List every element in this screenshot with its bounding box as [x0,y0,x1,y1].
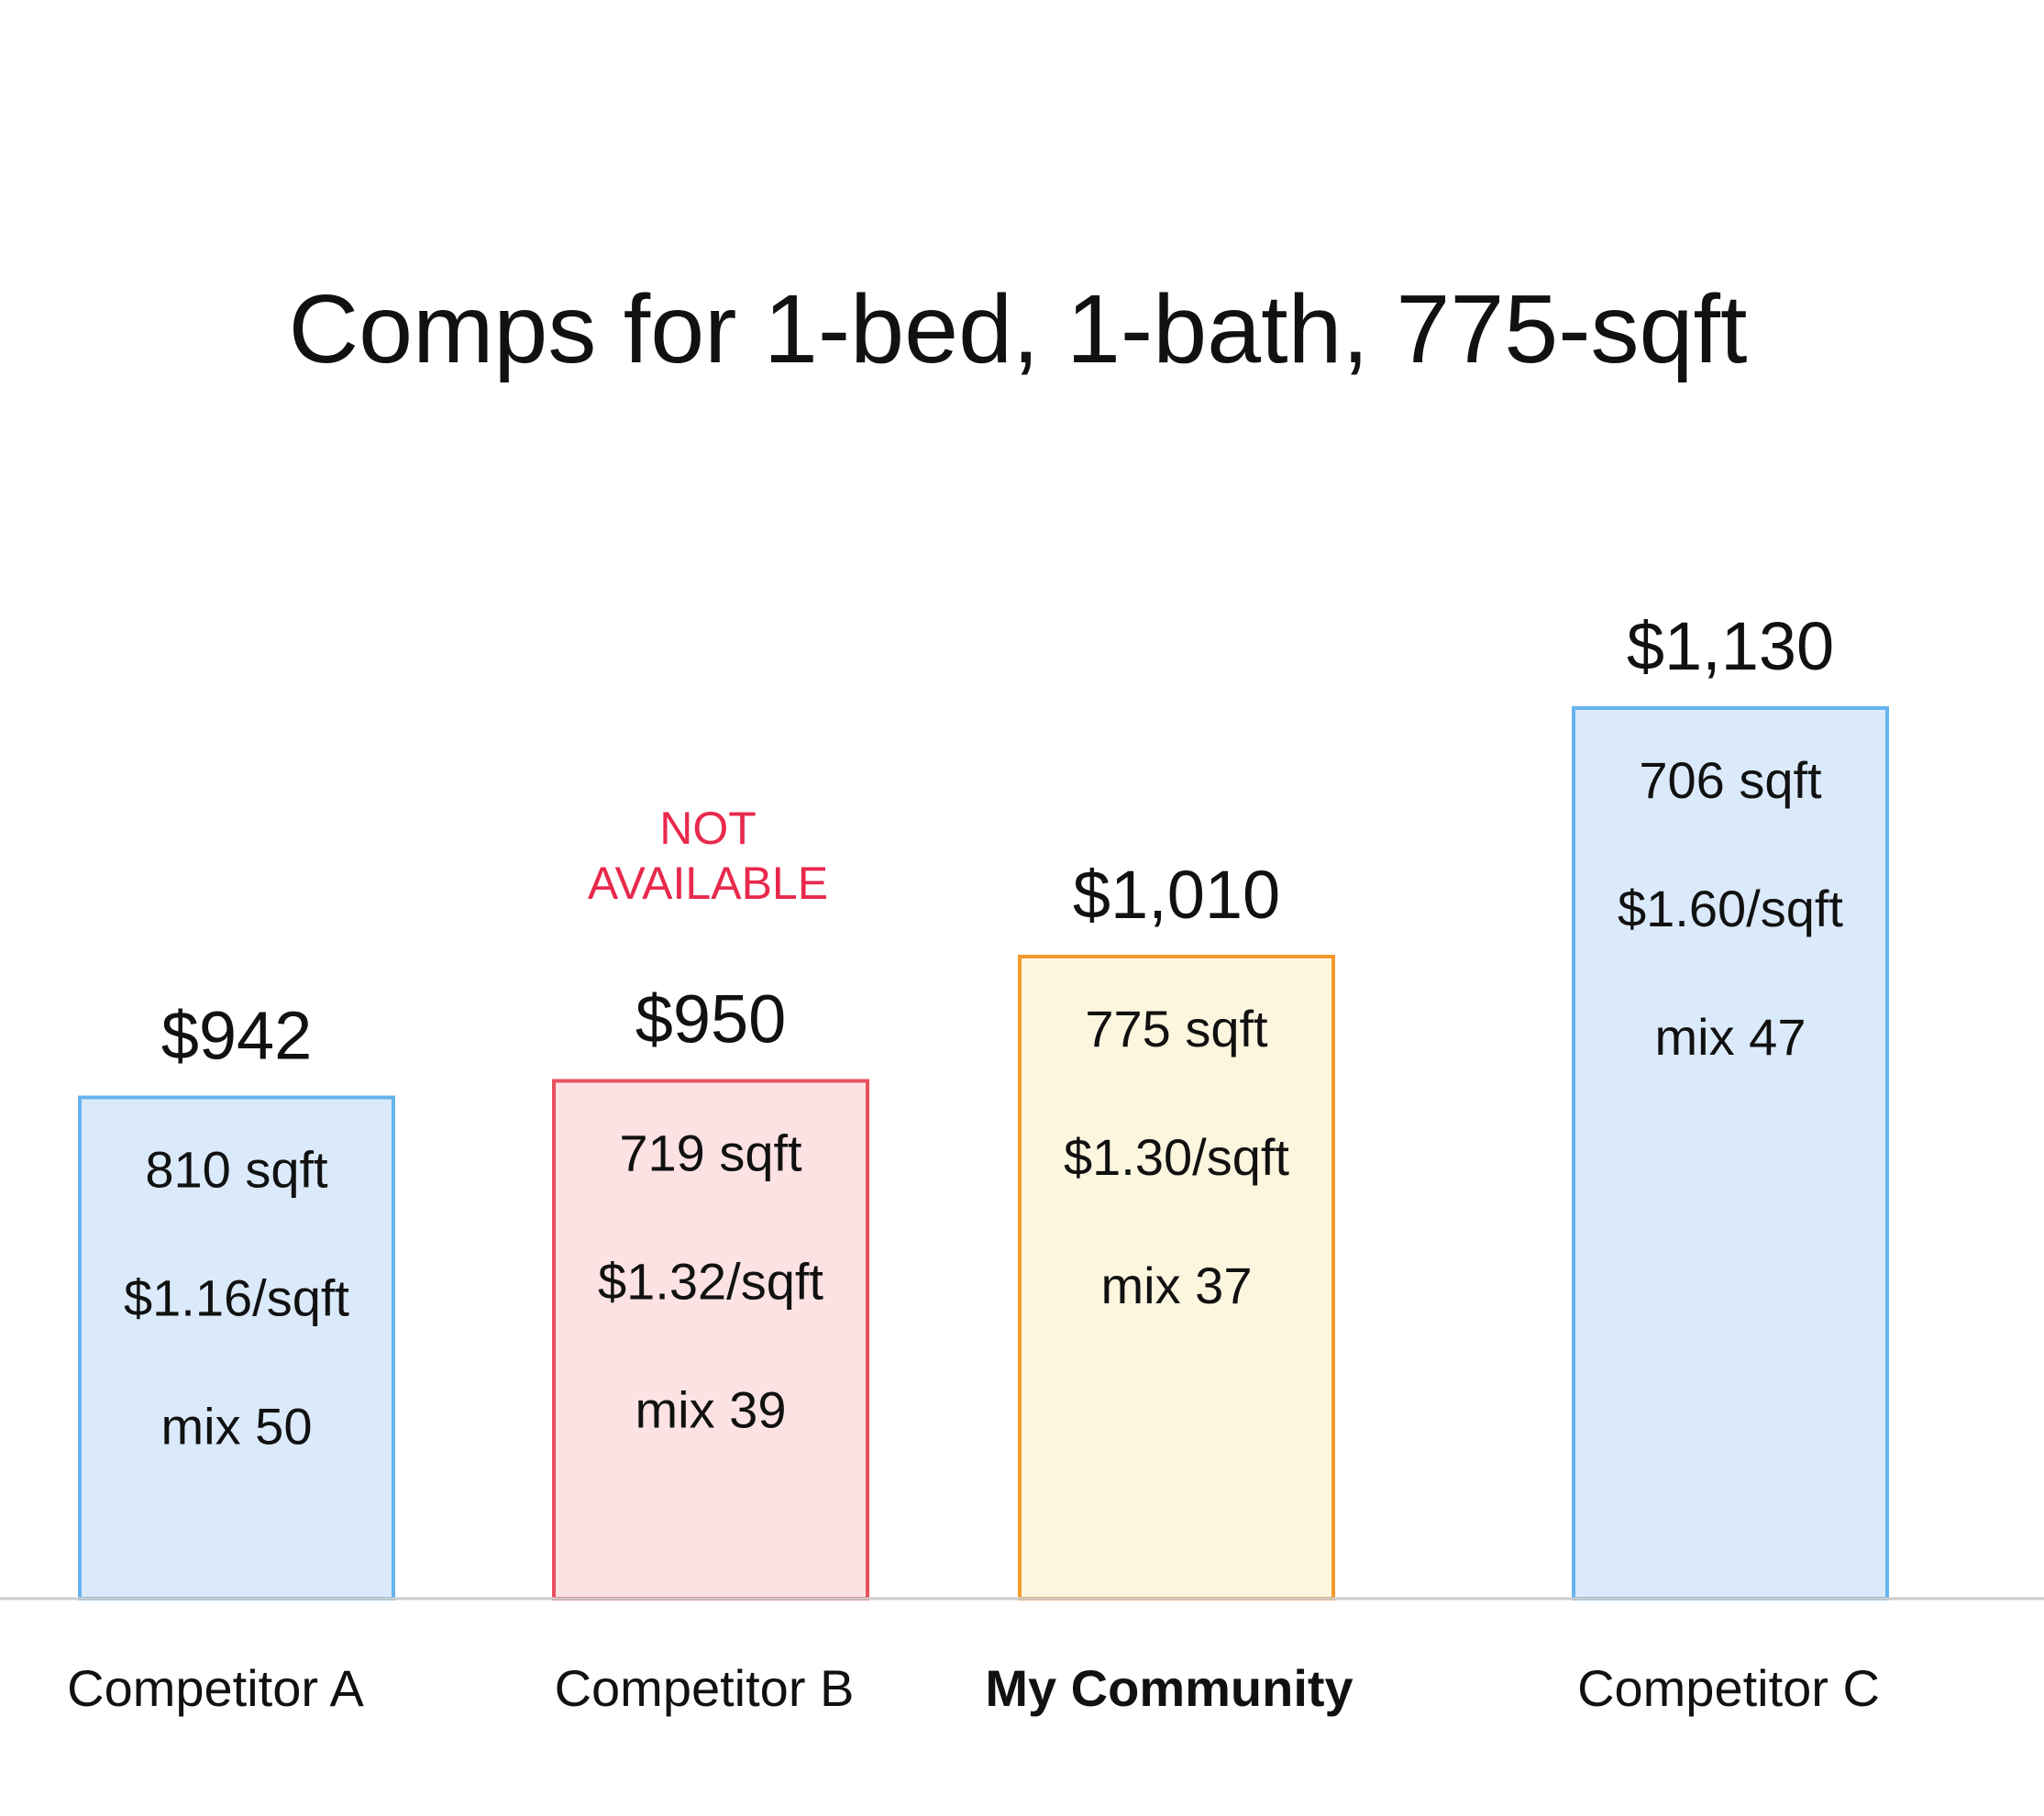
value-label-competitor-c: $1,130 [1627,608,1834,684]
value-label-competitor-b: $950 [635,980,787,1057]
detail-competitor-a-3: mix 50 [161,1398,313,1456]
value-label-competitor-a: $942 [161,998,313,1074]
detail-competitor-b-2: $1.32/sqft [598,1252,823,1310]
bars-layer [78,706,1889,1601]
annotation-competitor-b-1: NOT [659,803,757,854]
category-label-competitor-b: Competitor B [555,1659,855,1717]
bar-competitor-a [78,1095,395,1601]
detail-competitor-a-1: 810 sqft [145,1141,328,1199]
detail-competitor-b-1: 719 sqft [619,1124,802,1181]
bar-competitor-c [1572,706,1889,1600]
detail-my-community-1: 775 sqft [1085,1000,1268,1057]
bar-my-community [1018,954,1335,1600]
category-label-competitor-a: Competitor A [67,1659,364,1717]
value-label-my-community: $1,010 [1073,857,1280,933]
category-label-competitor-c: Competitor C [1577,1659,1880,1717]
detail-competitor-c-1: 706 sqft [1639,751,1822,809]
bar-competitor-b [552,1079,869,1600]
labels-layer: $942 810 sqft $1.16/sqft mix 50 Competitor A… [67,608,1880,1717]
detail-my-community-3: mix 37 [1101,1257,1253,1314]
detail-competitor-c-2: $1.60/sqft [1618,880,1843,937]
detail-competitor-b-3: mix 39 [635,1380,787,1438]
detail-my-community-2: $1.30/sqft [1064,1128,1289,1186]
annotation-competitor-b-2: AVAILABLE [588,858,828,909]
category-label-my-community: My Community [985,1659,1353,1717]
detail-competitor-c-3: mix 47 [1655,1008,1806,1066]
chart-title: Comps for 1-bed, 1-bath, 775-sqft [289,275,1748,383]
detail-competitor-a-2: $1.16/sqft [124,1269,349,1327]
